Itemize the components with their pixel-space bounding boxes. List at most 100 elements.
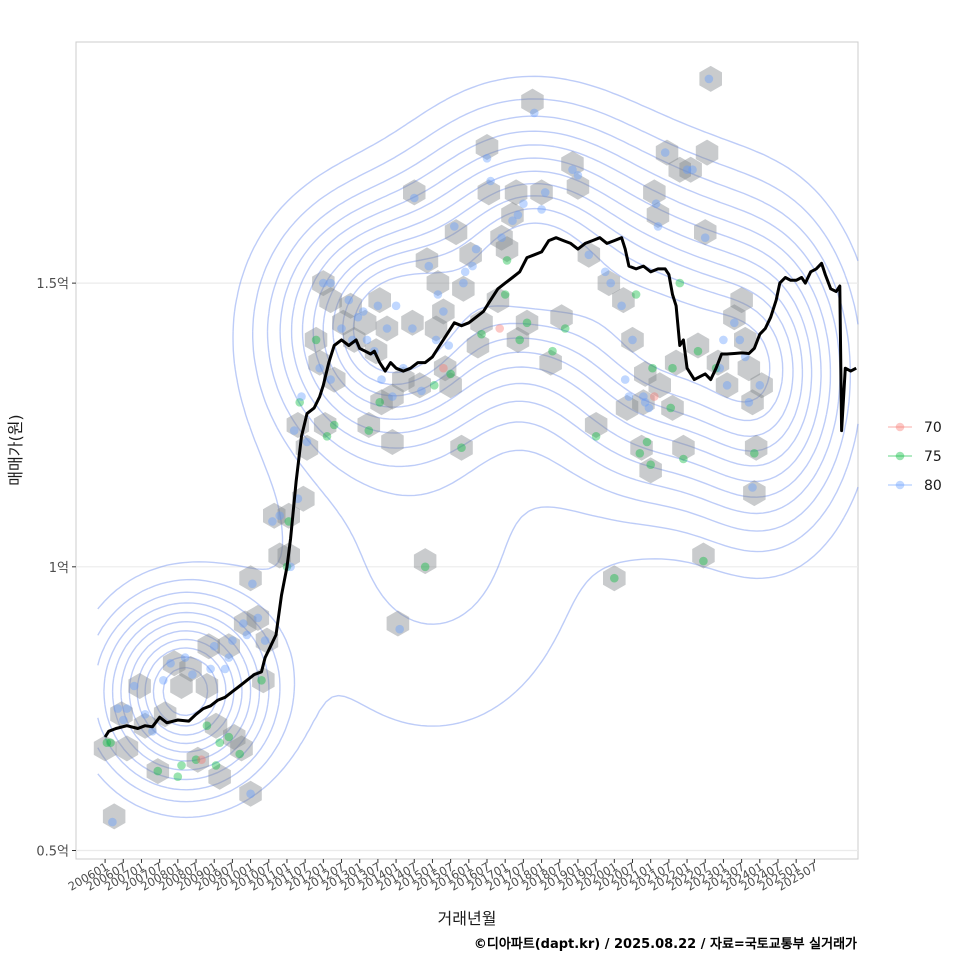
hexbin-cell xyxy=(313,412,337,438)
data-point xyxy=(591,432,601,441)
data-point xyxy=(522,318,532,328)
data-point xyxy=(650,392,659,401)
hexbin-cell xyxy=(353,309,377,336)
data-point xyxy=(215,738,224,747)
density-contour xyxy=(152,207,784,727)
hexbin-cell xyxy=(357,412,381,438)
data-point xyxy=(648,363,657,373)
data-point xyxy=(140,710,150,719)
hexbin-cell xyxy=(268,542,291,569)
data-point xyxy=(239,619,248,628)
hexbin-layer xyxy=(93,65,773,830)
hexbin-cell xyxy=(679,156,702,183)
hexbin-cell xyxy=(403,179,426,206)
hexbin-cell xyxy=(102,803,126,830)
data-point xyxy=(275,511,285,520)
data-point xyxy=(679,454,688,464)
trend-line-layer xyxy=(103,236,857,738)
data-point xyxy=(560,324,570,333)
data-point xyxy=(610,573,619,583)
hexbin-cell xyxy=(433,355,457,382)
data-point xyxy=(188,670,197,679)
data-point xyxy=(606,278,615,288)
hexbin-cell xyxy=(375,315,399,342)
data-point xyxy=(228,636,237,645)
data-point xyxy=(108,817,117,827)
hexbin-cell xyxy=(392,366,415,393)
data-point xyxy=(471,244,481,254)
data-point xyxy=(364,426,374,435)
data-point xyxy=(530,108,539,118)
hexbin-cell xyxy=(715,372,739,399)
density-contour xyxy=(162,222,771,717)
hexbin-cell xyxy=(408,372,431,399)
data-point xyxy=(148,727,157,736)
data-point xyxy=(700,233,710,242)
hexbin-cell xyxy=(370,389,393,416)
data-point xyxy=(460,267,470,277)
data-point xyxy=(682,165,692,174)
data-point xyxy=(699,556,708,566)
hexbin-cell xyxy=(444,219,468,246)
hexbin-cell xyxy=(495,236,519,263)
data-point xyxy=(197,755,206,764)
data-point xyxy=(211,761,221,770)
hexbin-cell xyxy=(424,315,448,342)
hexbin-cell xyxy=(744,434,768,461)
data-point xyxy=(688,165,697,174)
hexbin-cell xyxy=(110,701,133,728)
data-point xyxy=(628,335,637,345)
data-point xyxy=(289,426,299,435)
hexbin-cell xyxy=(584,412,608,438)
data-point xyxy=(430,381,439,390)
data-point xyxy=(548,346,557,356)
data-point xyxy=(631,290,641,299)
data-point xyxy=(497,233,506,242)
data-point xyxy=(191,755,201,764)
y-axis: 0.5억 1억 1.5억 xyxy=(36,277,76,859)
hexbin-cell xyxy=(179,655,202,682)
hexbin-cell xyxy=(197,633,220,660)
data-point xyxy=(113,704,123,713)
hexbin-cell xyxy=(186,746,210,773)
hexbin-cell xyxy=(239,780,262,807)
hexbin-cell xyxy=(661,394,684,421)
hexbin-cell xyxy=(730,287,753,314)
data-point xyxy=(568,165,577,174)
data-point xyxy=(735,335,745,345)
data-point xyxy=(319,278,328,288)
hexbin-cell xyxy=(223,724,246,750)
data-point xyxy=(502,256,512,265)
data-point xyxy=(257,676,266,685)
hexbin-cell xyxy=(292,485,315,512)
data-point xyxy=(675,278,685,288)
hexbin-cell xyxy=(452,275,475,302)
data-point xyxy=(388,392,397,401)
hexbin-cell xyxy=(672,434,695,461)
hexbin-cell xyxy=(413,548,437,575)
data-point xyxy=(600,267,610,277)
hexbin-cell xyxy=(475,134,499,160)
hexbin-cell xyxy=(741,389,764,416)
data-point xyxy=(439,363,448,373)
hexbin-cell xyxy=(530,179,553,206)
data-point xyxy=(382,324,392,333)
hexbin-cell xyxy=(504,179,528,206)
data-point xyxy=(297,392,306,401)
x-axis-title: 거래년월 xyxy=(438,909,497,928)
hexbin-cell xyxy=(490,224,513,251)
data-point xyxy=(755,381,765,390)
data-point xyxy=(704,74,714,84)
hexbin-cell xyxy=(734,326,757,353)
data-point xyxy=(431,335,441,345)
data-point xyxy=(173,772,183,781)
data-point xyxy=(722,381,732,390)
hexbin-cell xyxy=(162,650,186,677)
hexbin-cell xyxy=(255,627,279,654)
data-point xyxy=(129,681,139,691)
trend-line xyxy=(103,236,857,738)
data-point xyxy=(653,222,663,231)
hexbin-cell xyxy=(723,304,746,331)
hexbin-cell xyxy=(515,309,539,336)
